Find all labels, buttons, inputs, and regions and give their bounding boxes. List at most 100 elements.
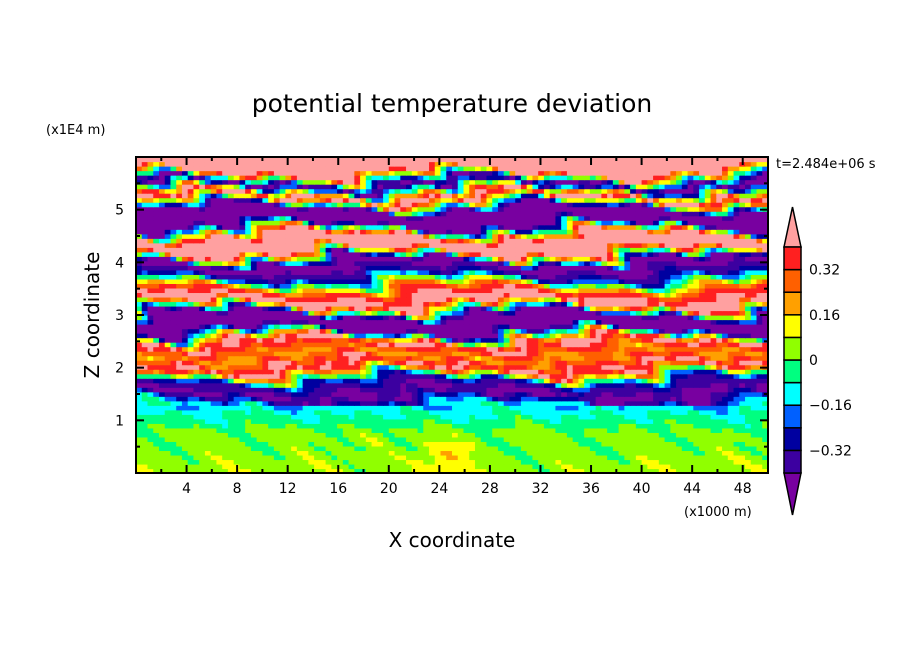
- heatmap-cell: [756, 310, 763, 316]
- heatmap-cell: [509, 432, 516, 438]
- heatmap-cell: [733, 400, 740, 406]
- heatmap-cell: [434, 391, 442, 397]
- heatmap-cell: [331, 396, 338, 402]
- heatmap-cell: [268, 346, 275, 352]
- heatmap-cell: [147, 463, 154, 470]
- heatmap-cell: [469, 301, 476, 307]
- heatmap-cell: [566, 305, 574, 312]
- heatmap-cell: [497, 378, 505, 384]
- heatmap-cell: [268, 292, 275, 298]
- heatmap-cell: [331, 423, 338, 429]
- heatmap-cell: [348, 427, 355, 433]
- heatmap-cell: [474, 333, 482, 339]
- heatmap-cell: [497, 342, 505, 348]
- heatmap-cell: [578, 423, 585, 429]
- heatmap-cell: [452, 296, 459, 303]
- heatmap-cell: [710, 391, 717, 397]
- heatmap-cell: [337, 369, 344, 375]
- heatmap-cell: [187, 405, 195, 411]
- heatmap-cell: [647, 328, 654, 334]
- heatmap-cell: [164, 432, 172, 438]
- heatmap-cell: [136, 310, 143, 316]
- heatmap-cell: [693, 468, 700, 474]
- heatmap-cell: [704, 414, 712, 420]
- heatmap-cell: [452, 463, 459, 470]
- heatmap-cell: [434, 369, 442, 375]
- heatmap-cell: [222, 342, 229, 348]
- heatmap-cell: [141, 333, 149, 339]
- heatmap-cell: [434, 328, 442, 334]
- heatmap-cell: [411, 391, 419, 397]
- heatmap-cell: [141, 468, 149, 474]
- heatmap-cell: [296, 324, 304, 330]
- heatmap-cell: [750, 436, 758, 442]
- heatmap-cell: [383, 373, 390, 379]
- heatmap-cell: [377, 459, 384, 465]
- heatmap-cell: [371, 382, 378, 388]
- heatmap-cell: [687, 274, 694, 280]
- heatmap-cell: [256, 283, 263, 289]
- heatmap-cell: [739, 418, 746, 424]
- heatmap-cell: [486, 346, 493, 352]
- heatmap-cell: [457, 468, 465, 474]
- heatmap-cell: [687, 432, 694, 438]
- heatmap-cell: [762, 333, 769, 339]
- heatmap-cell: [704, 328, 712, 334]
- heatmap-cell: [176, 432, 183, 438]
- heatmap-cell: [268, 283, 275, 289]
- heatmap-cell: [566, 450, 574, 456]
- heatmap-cell: [411, 355, 419, 361]
- heatmap-cell: [561, 351, 568, 357]
- heatmap-cell: [308, 269, 315, 275]
- heatmap-cell: [204, 296, 212, 303]
- heatmap-cell: [337, 328, 344, 334]
- heatmap-cell: [463, 382, 470, 388]
- heatmap-cell: [273, 315, 281, 321]
- heatmap-cell: [158, 328, 166, 334]
- heatmap-cell: [193, 310, 200, 316]
- heatmap-cell: [210, 296, 218, 303]
- heatmap-cell: [187, 396, 195, 402]
- heatmap-cell: [360, 333, 367, 339]
- heatmap-cell: [429, 283, 436, 289]
- heatmap-cell: [457, 432, 465, 438]
- heatmap-cell: [607, 333, 614, 339]
- heatmap-cell: [480, 378, 488, 384]
- heatmap-cell: [176, 342, 183, 348]
- heatmap-cell: [612, 287, 620, 294]
- heatmap-cell: [348, 445, 355, 452]
- heatmap-cell: [285, 432, 292, 438]
- heatmap-cell: [285, 269, 292, 275]
- heatmap-cell: [653, 328, 660, 334]
- heatmap-cell: [474, 346, 482, 352]
- heatmap-cell: [664, 355, 671, 361]
- heatmap-cell: [394, 373, 401, 379]
- heatmap-cell: [285, 378, 292, 384]
- heatmap-cell: [193, 387, 200, 393]
- heatmap-cell: [532, 405, 539, 411]
- heatmap-cell: [486, 396, 493, 402]
- heatmap-cell: [474, 342, 482, 348]
- heatmap-cell: [153, 445, 160, 452]
- heatmap-cell: [314, 274, 321, 280]
- heatmap-cell: [578, 468, 585, 474]
- heatmap-cell: [354, 423, 361, 429]
- heatmap-cell: [497, 319, 505, 325]
- heatmap-cell: [612, 405, 620, 411]
- heatmap-cell: [417, 400, 424, 406]
- heatmap-cell: [681, 305, 689, 312]
- heatmap-cell: [417, 274, 424, 280]
- heatmap-cell: [572, 445, 579, 452]
- heatmap-cell: [302, 427, 309, 433]
- heatmap-cell: [348, 382, 355, 388]
- heatmap-cell: [474, 360, 482, 366]
- heatmap-cell: [158, 296, 166, 303]
- heatmap-cell: [256, 387, 263, 393]
- heatmap-cell: [245, 328, 252, 334]
- heatmap-cell: [268, 378, 275, 384]
- heatmap-cell: [566, 296, 574, 303]
- heatmap-cell: [181, 274, 189, 280]
- heatmap-cell: [136, 351, 143, 357]
- heatmap-cell: [486, 409, 493, 415]
- heatmap-cell: [584, 468, 591, 474]
